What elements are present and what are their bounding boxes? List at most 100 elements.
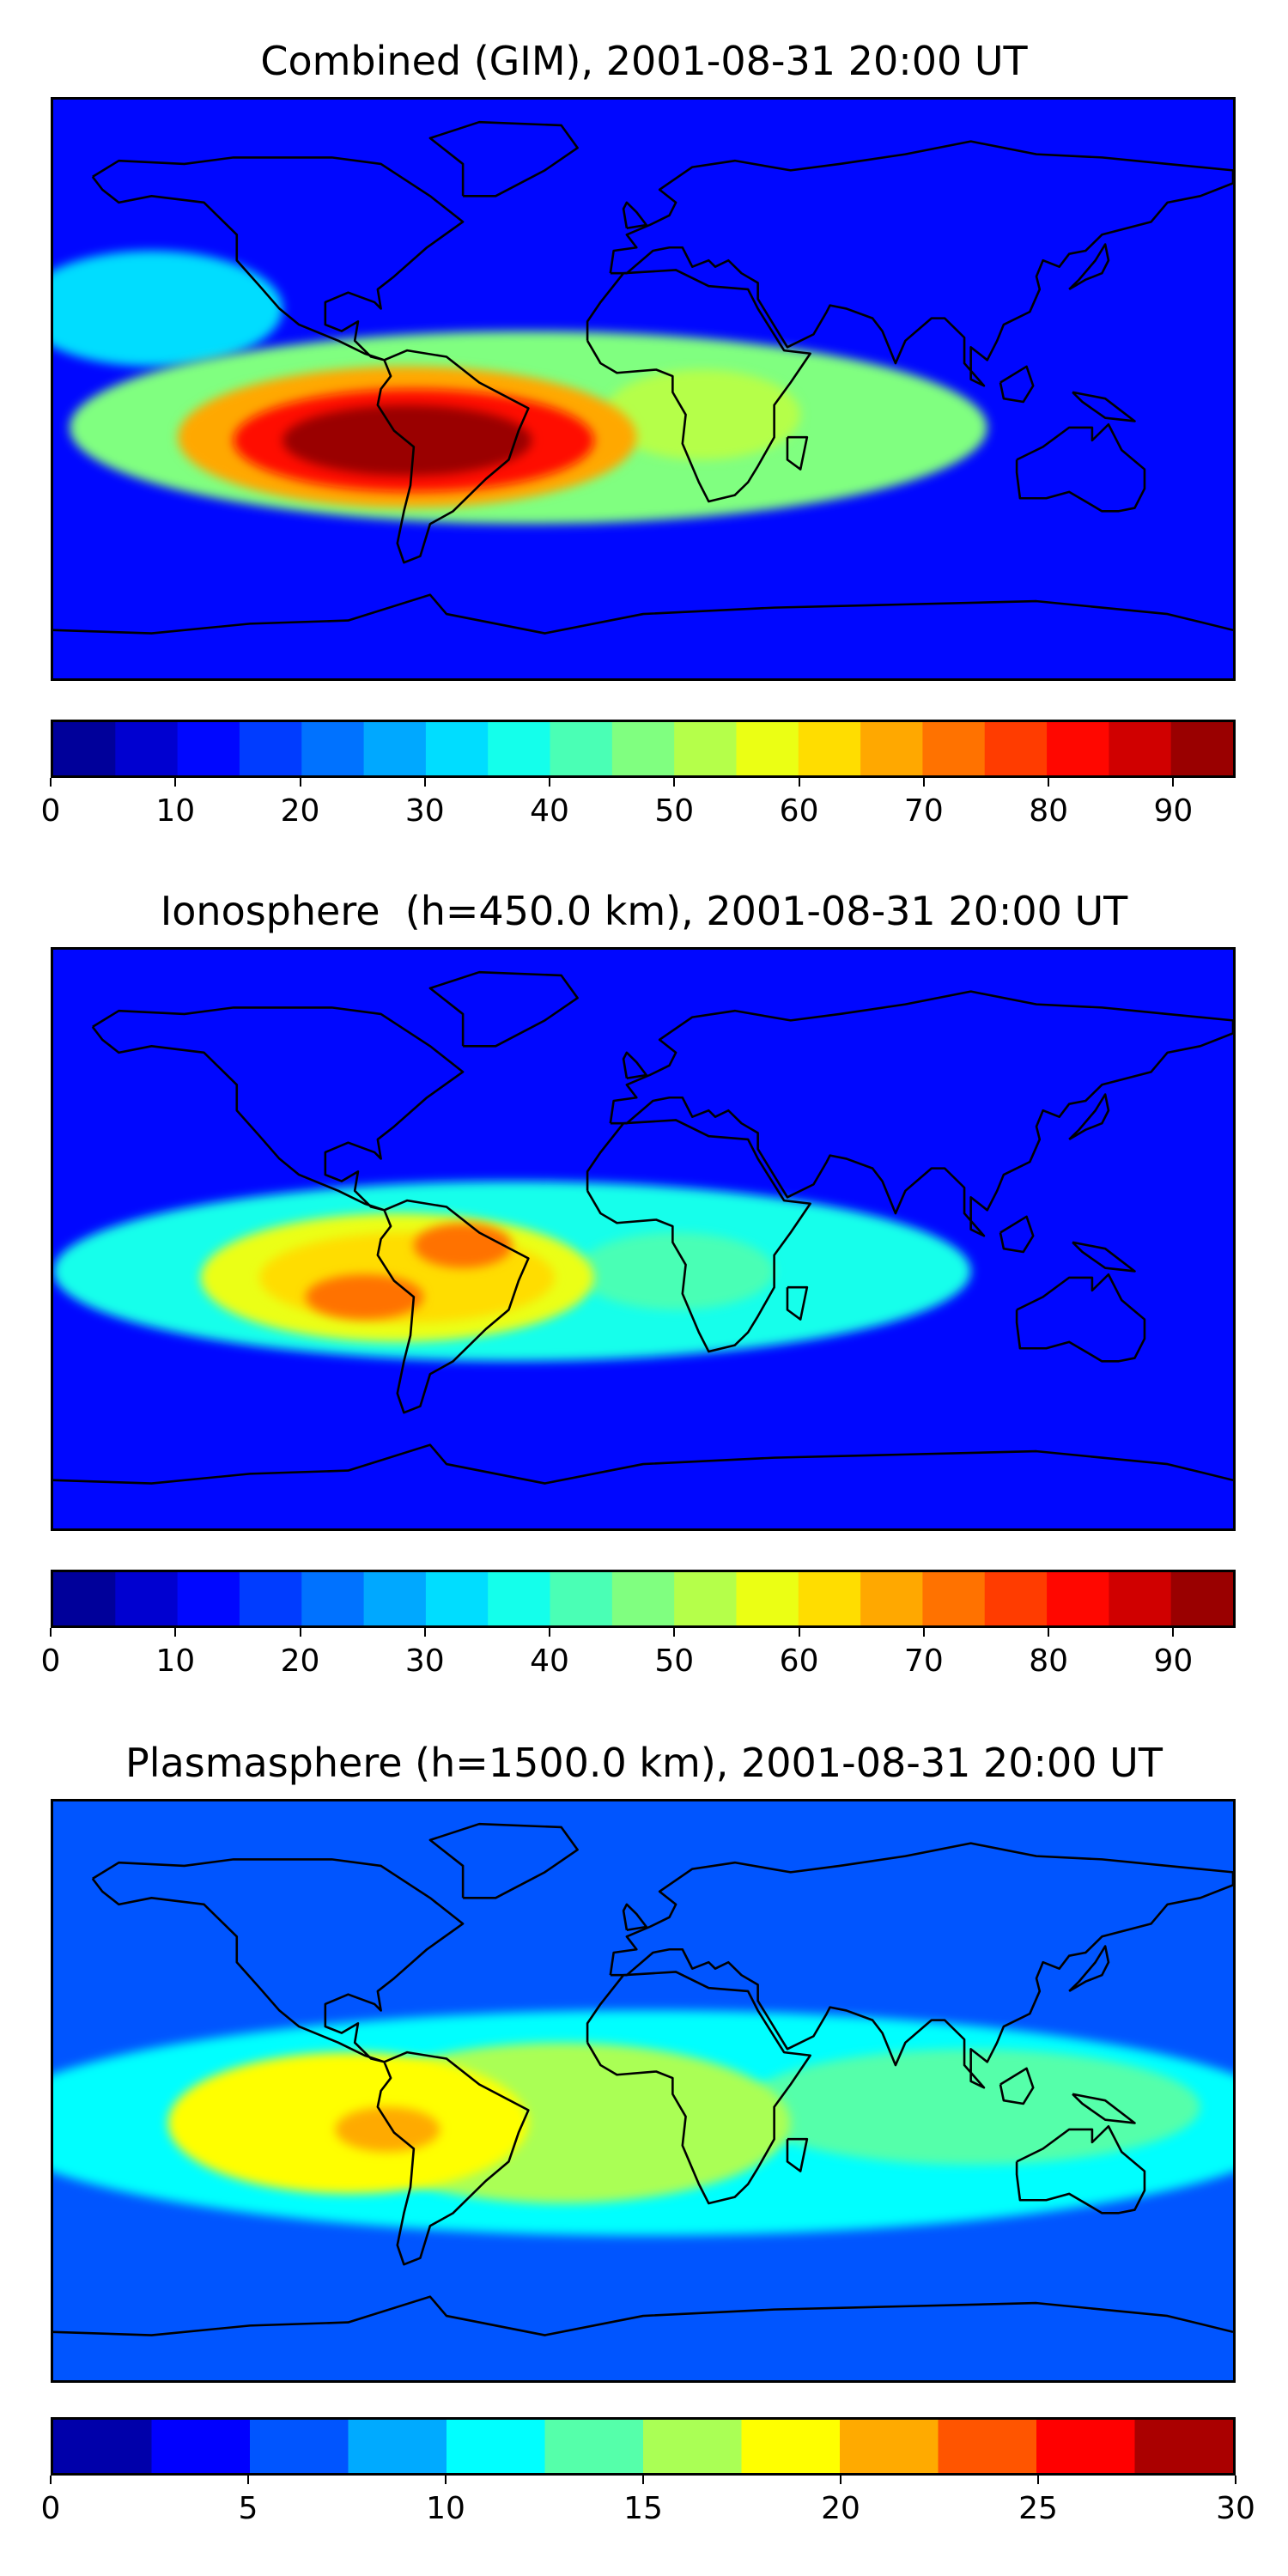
colorbar-tick-label: 0 [40, 793, 61, 829]
coastline-borneo [999, 2067, 1035, 2105]
contour-peak-core [305, 1274, 424, 1320]
colorbar-cell [840, 2420, 939, 2473]
coastline-europe-asia [609, 1842, 1233, 2089]
coastline-japan [1068, 1945, 1110, 1993]
coastline-africa [586, 269, 811, 503]
map-ionosphere [51, 947, 1236, 1531]
colorbar-cell [488, 1572, 551, 1625]
coastline-madagascar [786, 2137, 809, 2172]
coastline-japan [1068, 1093, 1110, 1141]
colorbar-ticks-plasmasphere: 0 5 10 15 20 25 30 [41, 2476, 1255, 2527]
colorbar-tick-label: 80 [1029, 793, 1068, 829]
colorbar-cell [151, 2420, 251, 2473]
contour-africa-lobe [577, 1232, 775, 1310]
colorbar-cell [1109, 722, 1172, 775]
colorbar-tick [1037, 2476, 1039, 2484]
coastline-africa [586, 1971, 811, 2205]
colorbar-cell [922, 722, 986, 775]
colorbar-plasmasphere [51, 2417, 1236, 2476]
coastline-europe-asia [609, 140, 1233, 387]
colorbar-tick [1235, 2476, 1236, 2484]
colorbar-tick-label: 50 [654, 793, 695, 829]
colorbar-cell [860, 722, 923, 775]
colorbar-tick-label: 10 [155, 1643, 196, 1679]
colorbar-cell [938, 2420, 1037, 2473]
coastline-madagascar [786, 1285, 809, 1321]
colorbar-cell [177, 1572, 240, 1625]
colorbar-cell [363, 1572, 427, 1625]
coastline-uk [622, 201, 648, 230]
colorbar-cell [736, 722, 799, 775]
colorbar-cell [177, 722, 240, 775]
colorbar-cell [1134, 2420, 1233, 2473]
colorbar-tick-label: 70 [903, 793, 944, 829]
colorbar-cell [53, 1572, 116, 1625]
colorbar-tick-label: 30 [1216, 2491, 1255, 2526]
colorbar-svg-combined [53, 722, 1233, 775]
colorbar-tick-label: 30 [404, 793, 445, 829]
colorbar-tick [673, 1628, 676, 1637]
coastline-greenland [428, 970, 579, 1048]
colorbar-tick-label: 40 [530, 793, 569, 829]
coastline-australia [1015, 1273, 1146, 1363]
colorbar-tick [642, 2476, 644, 2484]
colorbar-cell [250, 2420, 349, 2473]
colorbar-cell [425, 722, 489, 775]
colorbar-cell [53, 722, 116, 775]
colorbar-tick [50, 1628, 52, 1637]
coastline-europe-asia [609, 990, 1233, 1237]
coastline-north-america [91, 1858, 465, 2063]
colorbar-tick-label: 25 [1018, 2491, 1058, 2526]
colorbar-cell [348, 2420, 447, 2473]
colorbar-tick-label: 10 [426, 2491, 465, 2526]
colorbar-tick-label: 40 [530, 1643, 569, 1679]
coastline-new-guinea [1072, 2093, 1136, 2124]
colorbar-tick-label: 15 [623, 2491, 663, 2526]
colorbar-tick [549, 778, 551, 787]
colorbar-cell [1170, 1572, 1233, 1625]
colorbar-tick [299, 1628, 301, 1637]
contour-africa-lobe [604, 369, 801, 460]
colorbar-tick-label: 0 [40, 2491, 61, 2526]
coastline-madagascar [786, 435, 809, 471]
colorbar-tick [423, 778, 426, 787]
colorbar-tick [1172, 778, 1175, 787]
colorbar-tick-label: 90 [1153, 1643, 1194, 1679]
coastline-australia [1015, 2124, 1146, 2215]
colorbar-cell [643, 2420, 742, 2473]
colorbar-cell [115, 1572, 179, 1625]
colorbar-tick-label: 20 [280, 1643, 320, 1679]
colorbar-cell [798, 1572, 861, 1625]
colorbar-ticks-combined: 0 10 20 30 40 50 60 70 80 90 [41, 778, 1236, 829]
coastline-north-america [91, 1006, 465, 1212]
colorbar-cell [301, 1572, 365, 1625]
colorbar-cell [674, 722, 737, 775]
coastline-south-america [376, 349, 530, 564]
coastline-greenland [428, 1822, 579, 1899]
colorbar-tick [922, 1628, 925, 1637]
colorbar-tick [174, 1628, 177, 1637]
colorbar-svg-ionosphere [53, 1572, 1233, 1625]
colorbar-tick-label: 0 [40, 1643, 61, 1679]
colorbar-cell [53, 2420, 152, 2473]
chart-title-plasmasphere: Plasmasphere (h=1500.0 km), 2001-08-31 2… [125, 1740, 1163, 1786]
colorbar-cell [736, 1572, 799, 1625]
colorbar-svg-plasmasphere [53, 2420, 1233, 2473]
colorbar-cell [984, 722, 1048, 775]
colorbar-tick-label: 80 [1029, 1643, 1068, 1679]
colorbar-cell [1047, 1572, 1109, 1625]
colorbar-ionosphere [51, 1570, 1236, 1628]
map-svg-combined [53, 100, 1233, 678]
coastline-borneo [999, 365, 1035, 404]
colorbar-tick [174, 778, 177, 787]
coastline-south-america [376, 1199, 530, 1414]
colorbar-tick-label: 90 [1153, 793, 1194, 829]
colorbar-tick-label: 20 [821, 2491, 860, 2526]
colorbar-cell [798, 722, 861, 775]
colorbar-cell [550, 1572, 613, 1625]
coastline-antarctica [53, 2295, 1233, 2336]
colorbar-tick [247, 2476, 249, 2484]
colorbar-tick-label: 70 [903, 1643, 944, 1679]
colorbar-cell [1170, 722, 1233, 775]
colorbar-tick [798, 778, 800, 787]
